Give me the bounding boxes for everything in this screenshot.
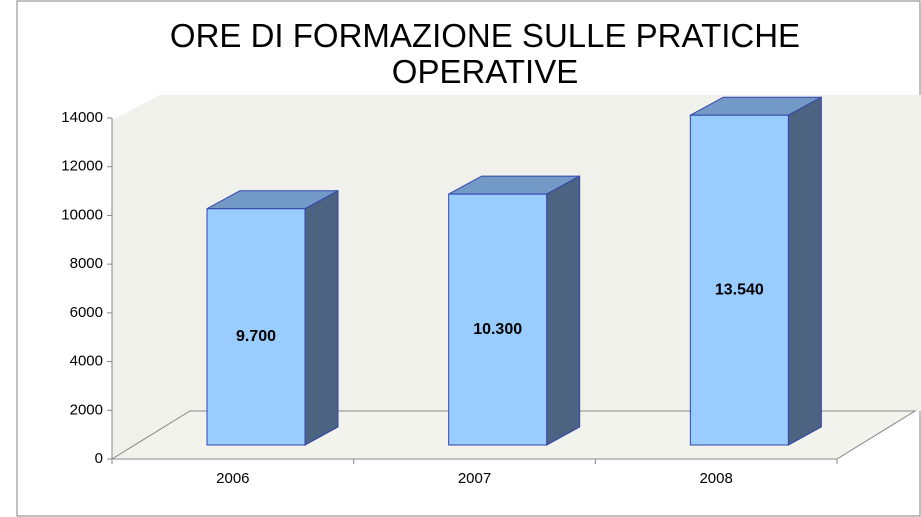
x-tick-label: 2006 bbox=[216, 470, 249, 487]
y-tick-label: 4000 bbox=[70, 353, 103, 370]
bar-side bbox=[546, 175, 581, 446]
y-tick-label: 0 bbox=[95, 450, 103, 467]
bar-side bbox=[304, 189, 339, 446]
bar bbox=[448, 193, 548, 446]
chart-title: ORE DI FORMAZIONE SULLE PRATICHE OPERATI… bbox=[169, 17, 801, 90]
bar bbox=[689, 114, 789, 446]
y-tick-label: 2000 bbox=[70, 401, 103, 418]
value-label: 13.540 bbox=[715, 281, 764, 298]
y-tick-label: 6000 bbox=[70, 304, 103, 321]
value-label: 10.300 bbox=[473, 321, 522, 338]
y-tick-label: 12000 bbox=[61, 158, 103, 175]
x-tick-label: 2008 bbox=[699, 470, 732, 487]
x-tick-label: 2007 bbox=[458, 470, 491, 487]
y-tick-label: 8000 bbox=[70, 255, 103, 272]
y-tick-label: 14000 bbox=[61, 109, 103, 126]
y-tick-label: 10000 bbox=[61, 206, 103, 223]
bar bbox=[206, 208, 306, 446]
value-label: 9.700 bbox=[236, 328, 276, 345]
bar-side bbox=[787, 96, 822, 446]
